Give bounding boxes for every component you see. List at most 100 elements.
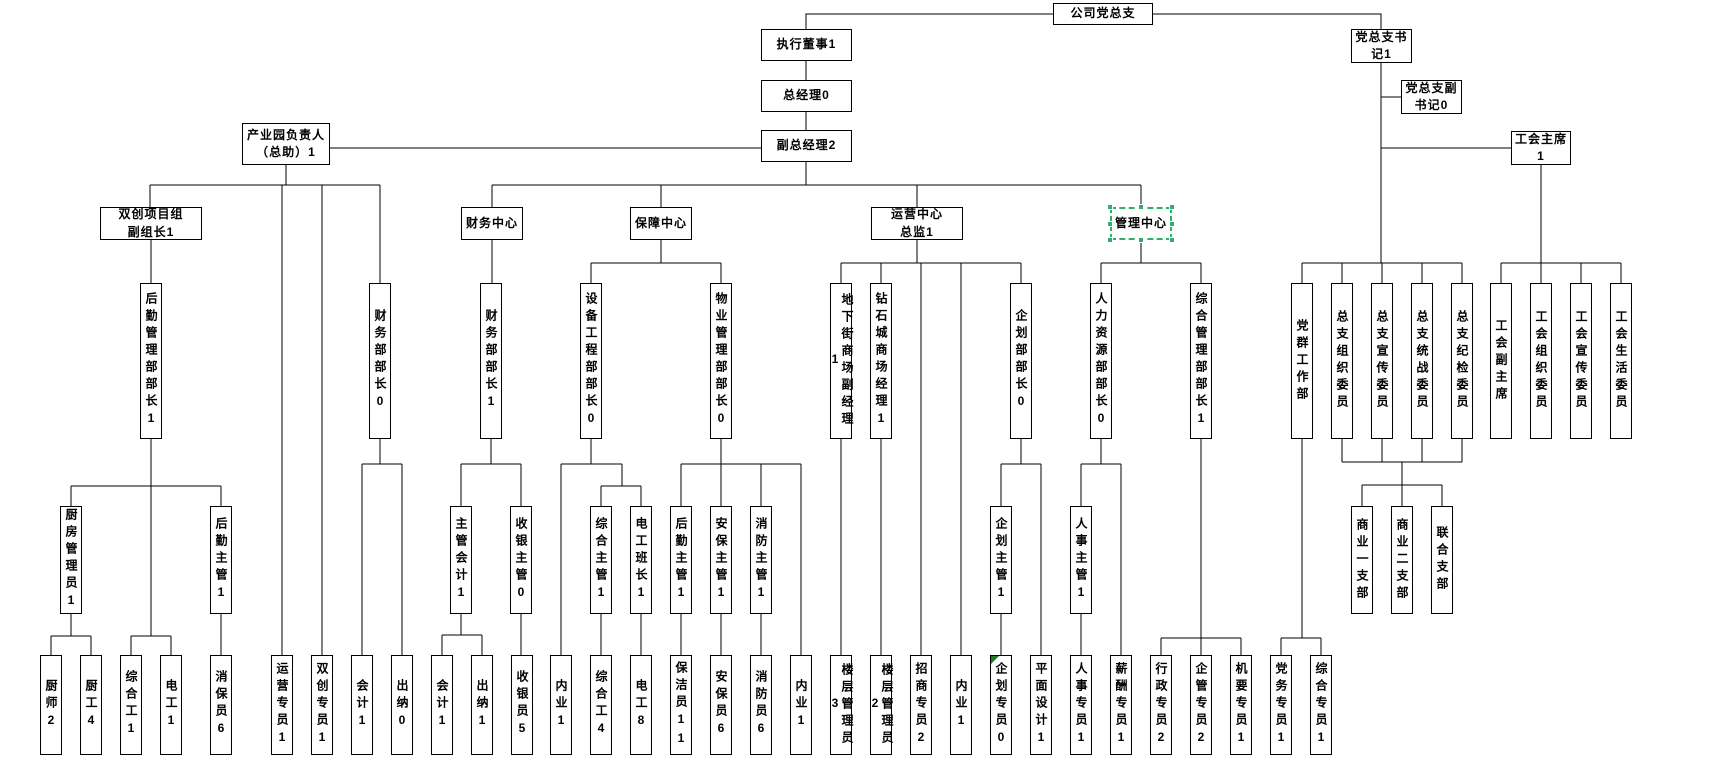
org-node-general-mgmt-dept-manager[interactable]: 综合管理部部长1 (1190, 283, 1212, 439)
selection-handle[interactable] (1169, 220, 1175, 227)
org-node-general-supervisor[interactable]: 综合主管1 (590, 506, 612, 614)
org-node-cashier-supervisor[interactable]: 收银主管0 (510, 506, 532, 614)
org-node-planning-supervisor[interactable]: 企划主管1 (990, 506, 1012, 614)
org-node-general-specialist[interactable]: 综合专员1 (1310, 655, 1332, 755)
org-node-electrician-8[interactable]: 电工8 (630, 655, 652, 755)
org-node-finance-dept-manager-1[interactable]: 财务部部长1 (480, 283, 502, 439)
org-node-cashier-out-1[interactable]: 出纳1 (471, 655, 493, 755)
org-node-dual-creation-group-deputy-lead[interactable]: 双创项目组 副组长1 (100, 207, 202, 240)
org-node-electrician-foreman[interactable]: 电工班长1 (630, 506, 652, 614)
org-node-planning-dept-manager[interactable]: 企划部部长0 (1010, 283, 1032, 439)
org-node-branch-org-committee[interactable]: 总支组织委员 (1331, 283, 1353, 439)
org-node-support-center[interactable]: 保障中心 (630, 207, 692, 240)
org-node-personnel-supervisor[interactable]: 人事主管1 (1070, 506, 1092, 614)
org-node-operations-center-director[interactable]: 运营中心 总监1 (871, 207, 963, 240)
org-node-united-branch[interactable]: 联合支部 (1431, 506, 1453, 614)
org-node-fire-supervisor[interactable]: 消防主管1 (750, 506, 772, 614)
selection-handle[interactable] (1169, 237, 1175, 243)
org-node-label: 总支宣传委员 (1375, 310, 1389, 412)
org-node-enterprise-mgmt-specialist[interactable]: 企管专员2 (1190, 655, 1212, 755)
org-node-electrician-1[interactable]: 电工1 (160, 655, 182, 755)
org-node-label: 副总经理2 (776, 138, 837, 153)
selection-handle[interactable] (1107, 204, 1113, 210)
org-node-cashier-out-0[interactable]: 出纳0 (391, 655, 413, 755)
org-node-compensation-specialist[interactable]: 薪酬专员1 (1110, 655, 1132, 755)
org-node-label: 企划主管1 (994, 516, 1008, 604)
selection-handle[interactable] (1138, 204, 1144, 210)
org-node-label: 人事专员1 (1074, 661, 1088, 749)
org-node-logistics-dept-manager[interactable]: 后勤管理部部长1 (140, 283, 162, 439)
org-node-security-supervisor[interactable]: 安保主管1 (710, 506, 732, 614)
org-node-general-manager[interactable]: 总经理0 (761, 80, 852, 112)
org-node-party-secretary[interactable]: 党总支书 记1 (1351, 29, 1412, 63)
org-node-fire-security-staff[interactable]: 消保员6 (210, 655, 232, 755)
org-node-union-vice-chairman[interactable]: 工会副主席 (1490, 283, 1512, 439)
org-node-label: 工会组织委员 (1534, 310, 1548, 412)
org-node-underground-mall-deputy-manager[interactable]: 地下街商场副经理1 (828, 283, 854, 439)
org-node-logistics-supervisor-a[interactable]: 后勤主管1 (210, 506, 232, 614)
selection-handle[interactable] (1107, 237, 1113, 243)
connector (1153, 13, 1382, 29)
org-node-commercial-branch-1[interactable]: 商业一支部 (1351, 506, 1373, 614)
org-node-internal-work-b[interactable]: 内业1 (790, 655, 812, 755)
org-node-label: 消保员6 (214, 670, 228, 740)
org-node-floor-manager-2[interactable]: 楼层管理员2 (868, 655, 894, 755)
org-node-label: 厨师2 (44, 678, 58, 732)
org-node-kitchen-manager[interactable]: 厨房管理员1 (60, 506, 82, 614)
org-node-floor-manager-3[interactable]: 楼层管理员3 (828, 655, 854, 755)
org-node-cashier-staff[interactable]: 收银员5 (511, 655, 533, 755)
org-node-label: 内业1 (554, 678, 568, 732)
org-node-kitchen-worker[interactable]: 厨工4 (80, 655, 102, 755)
org-node-branch-united-front-committee[interactable]: 总支统战委员 (1411, 283, 1433, 439)
org-node-branch-discipline-committee[interactable]: 总支纪检委员 (1451, 283, 1473, 439)
org-node-union-publicity-committee[interactable]: 工会宣传委员 (1570, 283, 1592, 439)
org-node-merchant-specialist[interactable]: 招商专员2 (910, 655, 932, 755)
selection-handle[interactable] (1169, 204, 1175, 210)
org-node-industrial-park-head[interactable]: 产业园负责人 （总助）1 (242, 123, 330, 165)
org-node-diamond-city-mall-manager[interactable]: 钻石城商场经理1 (870, 283, 892, 439)
org-node-label: 薪酬专员1 (1114, 661, 1128, 749)
org-node-equipment-engineering-dept-manager[interactable]: 设备工程部部长0 (580, 283, 602, 439)
org-node-admin-specialist[interactable]: 行政专员2 (1150, 655, 1172, 755)
org-node-company-party-branch[interactable]: 公司党总支 (1053, 3, 1153, 25)
org-node-label: 党务专员1 (1274, 661, 1288, 749)
org-node-graphic-designer[interactable]: 平面设计1 (1030, 655, 1052, 755)
org-node-chief-accountant[interactable]: 主管会计1 (450, 506, 472, 614)
org-node-party-affairs-specialist[interactable]: 党务专员1 (1270, 655, 1292, 755)
org-node-cleaner[interactable]: 保洁员11 (670, 655, 692, 755)
org-node-accountant-a[interactable]: 会计1 (351, 655, 373, 755)
org-node-branch-publicity-committee[interactable]: 总支宣传委员 (1371, 283, 1393, 439)
org-node-label: 党群工作部 (1295, 318, 1309, 404)
org-node-executive-director[interactable]: 执行董事1 (761, 29, 852, 61)
selection-handle[interactable] (1107, 220, 1113, 227)
org-node-deputy-party-secretary[interactable]: 党总支副 书记0 (1401, 80, 1462, 114)
org-node-internal-work-c[interactable]: 内业1 (950, 655, 972, 755)
org-node-party-mass-work-dept[interactable]: 党群工作部 (1291, 283, 1313, 439)
org-node-internal-work-a[interactable]: 内业1 (550, 655, 572, 755)
org-node-fire-staff[interactable]: 消防员6 (750, 655, 772, 755)
org-node-planning-specialist[interactable]: 企划专员0 (990, 655, 1012, 755)
selection-handle[interactable] (1138, 237, 1144, 243)
org-node-finance-dept-manager-0[interactable]: 财务部部长0 (369, 283, 391, 439)
org-node-union-org-committee[interactable]: 工会组织委员 (1530, 283, 1552, 439)
org-node-dual-creation-specialist[interactable]: 双创专员1 (311, 655, 333, 755)
org-node-general-worker-1[interactable]: 综合工1 (120, 655, 142, 755)
org-node-management-center[interactable]: 管理中心 (1110, 207, 1172, 240)
org-node-commercial-branch-2[interactable]: 商业二支部 (1391, 506, 1413, 614)
org-node-security-staff[interactable]: 安保员6 (710, 655, 732, 755)
org-node-chef[interactable]: 厨师2 (40, 655, 62, 755)
org-node-finance-center[interactable]: 财务中心 (461, 207, 523, 240)
org-node-general-worker-4[interactable]: 综合工4 (590, 655, 612, 755)
org-node-hr-dept-manager[interactable]: 人力资源部部长0 (1090, 283, 1112, 439)
org-node-deputy-general-manager[interactable]: 副总经理2 (761, 130, 852, 162)
org-node-label: 综合工4 (594, 670, 608, 740)
org-node-accountant-b[interactable]: 会计1 (431, 655, 453, 755)
org-node-union-life-committee[interactable]: 工会生活委员 (1610, 283, 1632, 439)
org-node-operations-specialist[interactable]: 运营专员1 (271, 655, 293, 755)
org-node-logistics-supervisor-b[interactable]: 后勤主管1 (670, 506, 692, 614)
org-node-confidential-specialist[interactable]: 机要专员1 (1230, 655, 1252, 755)
org-node-union-chairman[interactable]: 工会主席1 (1511, 131, 1571, 165)
org-node-personnel-specialist[interactable]: 人事专员1 (1070, 655, 1092, 755)
org-node-property-mgmt-dept-manager[interactable]: 物业管理部部长0 (710, 283, 732, 439)
